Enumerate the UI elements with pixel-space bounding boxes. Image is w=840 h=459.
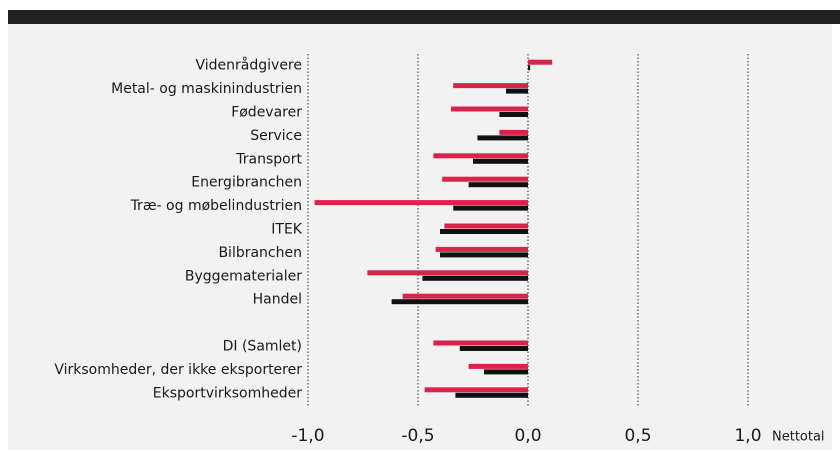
bar — [451, 106, 528, 112]
y-tick-label: Videnrådgivere — [196, 57, 303, 74]
bar — [499, 129, 528, 135]
x-axis-label: Nettotal — [772, 430, 825, 445]
bar — [440, 229, 528, 234]
bar — [422, 275, 528, 281]
bar — [402, 293, 528, 299]
bar — [442, 176, 528, 182]
bar — [455, 392, 528, 398]
bar — [433, 153, 528, 159]
y-tick-label: Service — [250, 128, 302, 144]
x-tick-label: -0,5 — [401, 426, 434, 446]
bar — [468, 363, 528, 369]
bar — [314, 200, 528, 206]
bar — [459, 346, 528, 351]
x-tick-label: 0,0 — [514, 426, 541, 446]
y-tick-label: Byggematerialer — [185, 268, 302, 284]
bar — [435, 246, 528, 252]
y-tick-label: Fødevarer — [231, 105, 302, 121]
header-band — [8, 10, 840, 24]
x-tick-label: -1,0 — [291, 426, 324, 446]
y-tick-label: ITEK — [271, 222, 303, 238]
bar — [506, 88, 528, 94]
y-tick-label: Virksomheder, der ikke eksporterer — [54, 362, 302, 378]
bar — [433, 340, 528, 346]
y-tick-label: Transport — [235, 151, 302, 167]
y-tick-label: Eksportvirksomheder — [153, 385, 302, 401]
bar — [477, 135, 528, 141]
y-tick-label: DI (Samlet) — [223, 339, 302, 355]
y-tick-label: Energibranchen — [191, 175, 302, 191]
plot-background — [8, 24, 832, 450]
x-tick-label: 1,0 — [734, 426, 761, 446]
bar — [367, 270, 528, 276]
bar — [528, 65, 531, 71]
y-tick-label: Metal- og maskinindustrien — [111, 81, 302, 97]
bar — [453, 83, 528, 89]
y-tick-label: Bilbranchen — [218, 245, 302, 261]
bar — [473, 158, 528, 164]
y-tick-label: Træ- og møbelindustrien — [130, 198, 302, 214]
bar — [528, 59, 553, 65]
bar — [453, 205, 528, 211]
bar — [468, 182, 528, 188]
bar — [391, 299, 528, 305]
bar — [440, 252, 528, 258]
bar — [424, 387, 528, 393]
bar — [444, 223, 528, 229]
bar — [484, 369, 528, 375]
bar — [499, 112, 528, 117]
x-tick-label: 0,5 — [624, 426, 651, 446]
y-tick-label: Handel — [253, 292, 302, 308]
